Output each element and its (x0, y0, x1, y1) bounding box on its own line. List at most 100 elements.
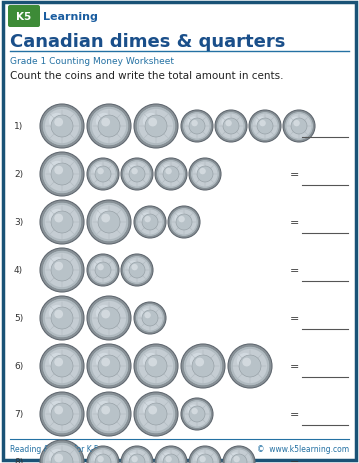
Circle shape (148, 119, 157, 127)
Circle shape (185, 401, 210, 426)
Circle shape (45, 445, 79, 463)
Circle shape (42, 346, 82, 386)
Circle shape (98, 403, 120, 425)
Circle shape (178, 217, 185, 223)
Circle shape (54, 454, 63, 463)
Circle shape (181, 344, 225, 388)
Circle shape (223, 119, 239, 135)
Circle shape (134, 302, 166, 334)
Circle shape (51, 307, 73, 329)
Circle shape (49, 209, 66, 226)
Circle shape (140, 309, 153, 321)
Circle shape (51, 116, 73, 138)
Circle shape (181, 111, 213, 143)
Circle shape (139, 397, 173, 431)
Circle shape (97, 264, 104, 271)
Circle shape (87, 446, 119, 463)
Circle shape (40, 200, 84, 244)
Circle shape (54, 262, 63, 271)
Circle shape (229, 452, 242, 463)
Text: 8): 8) (14, 457, 23, 463)
Circle shape (159, 450, 183, 463)
Circle shape (225, 121, 232, 127)
Circle shape (199, 169, 206, 175)
Circle shape (92, 206, 126, 240)
Circle shape (101, 310, 110, 319)
Circle shape (98, 116, 120, 138)
Circle shape (89, 346, 129, 386)
Circle shape (239, 355, 261, 377)
Circle shape (215, 111, 247, 143)
Circle shape (54, 214, 63, 223)
Text: ©  www.k5learning.com: © www.k5learning.com (257, 444, 349, 454)
Circle shape (186, 349, 220, 383)
Circle shape (98, 307, 120, 329)
Circle shape (249, 111, 281, 143)
Text: 4): 4) (14, 266, 23, 275)
Circle shape (139, 349, 173, 383)
Circle shape (40, 105, 84, 149)
Text: 2): 2) (14, 170, 23, 179)
Text: K5: K5 (17, 12, 32, 22)
FancyBboxPatch shape (8, 6, 40, 28)
Circle shape (191, 408, 198, 414)
Circle shape (45, 253, 79, 288)
Circle shape (185, 114, 210, 139)
Circle shape (222, 117, 234, 129)
Circle shape (96, 113, 112, 130)
Circle shape (101, 358, 110, 367)
Circle shape (136, 304, 164, 333)
Circle shape (190, 353, 206, 370)
Circle shape (142, 310, 158, 326)
Circle shape (45, 157, 79, 192)
Circle shape (199, 456, 206, 463)
Circle shape (125, 258, 149, 283)
Circle shape (195, 165, 208, 177)
Circle shape (191, 448, 219, 463)
Circle shape (187, 117, 200, 129)
Circle shape (144, 217, 151, 223)
Text: =: = (290, 122, 299, 131)
Circle shape (51, 403, 73, 425)
Text: =: = (290, 361, 299, 371)
Circle shape (51, 163, 73, 186)
Circle shape (90, 162, 116, 187)
Circle shape (155, 159, 187, 191)
Circle shape (89, 160, 117, 189)
Circle shape (129, 167, 145, 182)
Circle shape (174, 213, 187, 225)
Circle shape (157, 448, 185, 463)
Circle shape (49, 305, 66, 322)
Circle shape (96, 209, 112, 226)
Circle shape (137, 306, 163, 331)
Circle shape (165, 456, 172, 463)
Circle shape (191, 121, 198, 127)
Circle shape (93, 165, 106, 177)
Circle shape (195, 452, 208, 463)
Text: Grade 1 Counting Money Worksheet: Grade 1 Counting Money Worksheet (10, 57, 174, 66)
Circle shape (98, 212, 120, 233)
Text: Canadian dimes & quarters: Canadian dimes & quarters (10, 33, 285, 51)
Circle shape (49, 113, 66, 130)
Circle shape (237, 353, 253, 370)
Circle shape (293, 121, 300, 127)
Circle shape (137, 210, 163, 235)
Circle shape (176, 214, 192, 231)
Circle shape (145, 355, 167, 377)
Circle shape (230, 346, 270, 386)
Circle shape (291, 119, 307, 135)
Circle shape (257, 119, 273, 135)
Circle shape (87, 255, 119, 287)
Circle shape (45, 110, 79, 144)
Text: 7): 7) (14, 410, 23, 419)
Circle shape (242, 358, 251, 367)
Circle shape (136, 208, 164, 237)
Circle shape (155, 446, 187, 463)
Circle shape (255, 117, 267, 129)
Circle shape (42, 394, 82, 434)
Circle shape (89, 203, 129, 242)
Circle shape (231, 454, 247, 463)
Circle shape (101, 119, 110, 127)
Circle shape (51, 212, 73, 233)
Circle shape (163, 167, 179, 182)
